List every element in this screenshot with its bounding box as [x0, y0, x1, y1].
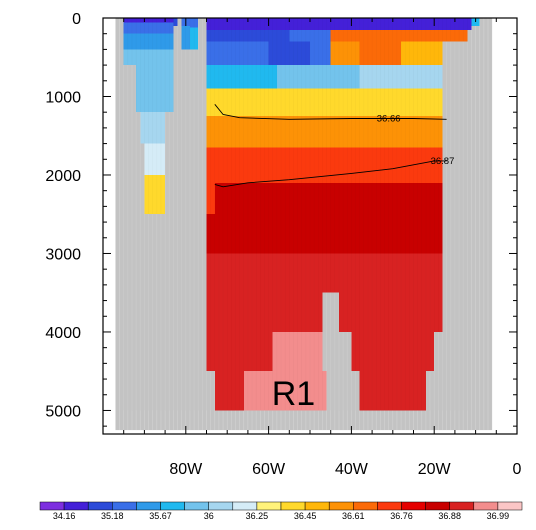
salinity-cell — [123, 22, 174, 34]
x-tick-label: 20W — [418, 461, 452, 478]
colorbar-label: 34.16 — [53, 511, 76, 521]
salinity-cell — [189, 18, 199, 28]
salinity-cell — [206, 65, 277, 89]
colorbar-label: 35.18 — [101, 511, 124, 521]
colorbar-swatch — [401, 501, 426, 511]
salinity-cell — [206, 214, 443, 254]
salinity-cell — [330, 41, 360, 66]
salinity-cell — [322, 253, 339, 293]
salinity-cell — [359, 371, 426, 411]
colorbar-swatch — [473, 501, 499, 511]
salinity-cells — [123, 18, 480, 411]
colorbar-swatch — [87, 501, 113, 511]
contour-label: 36.66 — [377, 113, 401, 124]
salinity-cell — [123, 33, 174, 50]
salinity-cell — [330, 29, 393, 42]
colorbar-label: 36 — [204, 511, 214, 521]
salinity-cell — [392, 29, 468, 42]
colorbar-swatch — [232, 501, 258, 511]
colorbar-swatch — [39, 501, 65, 511]
colorbar-swatch — [136, 501, 161, 511]
colorbar-swatch — [160, 501, 185, 511]
salinity-cell — [206, 182, 215, 215]
salinity-cell — [276, 65, 360, 89]
salinity-cell — [189, 27, 199, 50]
colorbar-label: 36.88 — [438, 511, 461, 521]
salinity-cell — [310, 41, 331, 66]
salinity-cell — [206, 147, 443, 183]
colorbar-swatch — [280, 501, 306, 511]
salinity-cell — [136, 65, 174, 113]
colorbar-label: 36.76 — [390, 511, 413, 521]
x-tick-label: 40W — [335, 461, 369, 478]
y-tick-label: 1000 — [45, 89, 81, 106]
colorbar-swatch — [328, 501, 354, 511]
salinity-cell — [289, 29, 331, 42]
x-tick-label: 0 — [513, 461, 522, 478]
salinity-cell — [214, 182, 443, 215]
colorbar-swatch — [304, 501, 330, 511]
colorbar-label: 36.61 — [342, 511, 365, 521]
colorbar-swatch — [425, 501, 450, 511]
region-annotations: R1 — [272, 375, 315, 413]
contour-line — [214, 160, 447, 188]
salinity-cell — [123, 18, 174, 23]
contour-label: 36.87 — [431, 156, 455, 167]
salinity-cell — [338, 253, 443, 332]
colorbar-swatch — [256, 501, 282, 511]
colorbar-label: 35.67 — [149, 511, 172, 521]
x-tick-label: 60W — [252, 461, 286, 478]
salinity-cell — [206, 41, 269, 66]
colorbar-label: 36.99 — [487, 511, 510, 521]
salinity-cell — [173, 18, 178, 26]
region-label: R1 — [272, 375, 315, 413]
colorbar-swatch — [208, 501, 234, 511]
salinity-cell — [272, 331, 323, 372]
salinity-cell — [351, 331, 435, 372]
y-tick-label: 4000 — [45, 325, 81, 342]
plot-area: 36.66 36.87 R1 — [102, 17, 518, 435]
salinity-cell — [206, 116, 443, 148]
salinity-cell — [144, 174, 166, 215]
salinity-cell — [206, 331, 273, 372]
x-tick-label: 80W — [169, 461, 203, 478]
colorbar-label: 36.45 — [294, 511, 317, 521]
colorbar-swatch — [497, 501, 523, 511]
y-tick-label: 0 — [72, 11, 81, 28]
salinity-cell — [359, 41, 402, 66]
contour-lines: 36.66 36.87 — [214, 104, 455, 188]
salinity-cell — [243, 371, 327, 411]
salinity-cell — [206, 253, 323, 332]
salinity-cell — [123, 49, 174, 66]
colorbar-swatch — [184, 501, 209, 511]
colorbar-swatch — [63, 501, 89, 511]
colorbar-swatch — [353, 501, 378, 511]
salinity-cell — [181, 25, 190, 50]
colorbar-swatch — [112, 501, 137, 511]
salinity-cell — [401, 41, 443, 66]
salinity-cell — [206, 18, 472, 30]
salinity-cell — [359, 65, 443, 89]
colorbar-swatch — [449, 501, 475, 511]
salinity-cell — [206, 29, 290, 42]
salinity-cell — [214, 371, 244, 411]
y-tick-label: 3000 — [45, 246, 81, 263]
contour-line — [214, 104, 447, 120]
colorbar-swatch — [377, 501, 402, 511]
salinity-cell — [144, 143, 166, 175]
axes: 80W 60W 40W 20W 0 0 1000 2000 3000 4000 5000 — [45, 11, 521, 478]
salinity-cell — [268, 41, 310, 66]
salinity-cell — [206, 88, 443, 117]
y-tick-label: 5000 — [45, 403, 81, 420]
colorbar-label: 36.25 — [246, 511, 269, 521]
salinity-cell — [140, 112, 166, 144]
colorbar: 34.16 35.18 35.67 36 36.25 36.45 36.61 36.76 36.… — [39, 501, 523, 521]
y-tick-label: 2000 — [45, 168, 81, 185]
